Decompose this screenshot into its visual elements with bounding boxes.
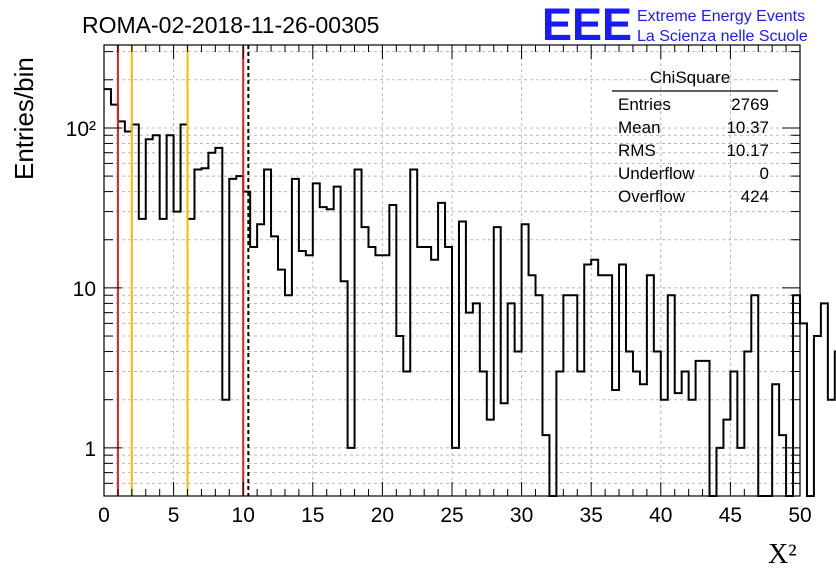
- x-tick-label: 40: [649, 504, 672, 527]
- x-tick-label: 5: [168, 504, 180, 527]
- logo-line-1: Extreme Energy Events: [637, 8, 805, 25]
- histogram-bins: [104, 88, 836, 497]
- stats-title: ChiSquare: [650, 68, 730, 87]
- stats-label: RMS: [618, 141, 656, 160]
- stats-rows: Entries 2769 Mean 10.37 RMS 10.17 Underflow 0 Ov…: [618, 95, 769, 206]
- stats-value: 0: [760, 164, 769, 183]
- eee-logo-mark: EEE: [542, 0, 632, 50]
- stats-label: Entries: [618, 95, 671, 114]
- stats-value: 10.17: [726, 141, 769, 160]
- x-tick-label: 10: [232, 504, 255, 527]
- reference-lines: [116, 45, 250, 496]
- y-axis-label: Entries/bin: [9, 57, 39, 180]
- chart-title: ROMA-02-2018-11-26-00305: [82, 12, 379, 38]
- stats-label: Mean: [618, 118, 661, 137]
- stats-value: 10.37: [726, 118, 769, 137]
- x-tick-label: 20: [371, 504, 394, 527]
- x-tick-label: 45: [719, 504, 742, 527]
- y-tick-label: 10: [73, 278, 96, 301]
- x-tick-label: 50: [788, 504, 811, 527]
- x-tick-label: 25: [440, 504, 463, 527]
- stats-value: 424: [741, 187, 769, 206]
- stats-label: Overflow: [618, 187, 686, 206]
- x-axis-label: X²: [768, 539, 797, 570]
- y-axis-ticks: 1 10 10²: [66, 51, 800, 497]
- x-tick-label: 35: [580, 504, 603, 527]
- x-tick-label: 0: [98, 504, 110, 527]
- histogram-step-line: [104, 88, 836, 497]
- x-tick-label: 30: [510, 504, 533, 527]
- stats-label: Underflow: [618, 164, 695, 183]
- stats-box: ChiSquare Entries 2769 Mean 10.37 RMS 10.17 Un…: [612, 68, 778, 206]
- y-tick-label: 1: [84, 438, 96, 461]
- x-axis-ticks: 0 5 10 15 20 25 30 35 40 45 50: [98, 45, 812, 527]
- y-tick-label: 10²: [66, 118, 96, 141]
- eee-logo: EEE Extreme Energy Events La Scienza nel…: [542, 0, 808, 50]
- x-tick-label: 15: [301, 504, 324, 527]
- stats-value: 2769: [731, 95, 769, 114]
- logo-line-2: La Scienza nelle Scuole: [637, 28, 808, 45]
